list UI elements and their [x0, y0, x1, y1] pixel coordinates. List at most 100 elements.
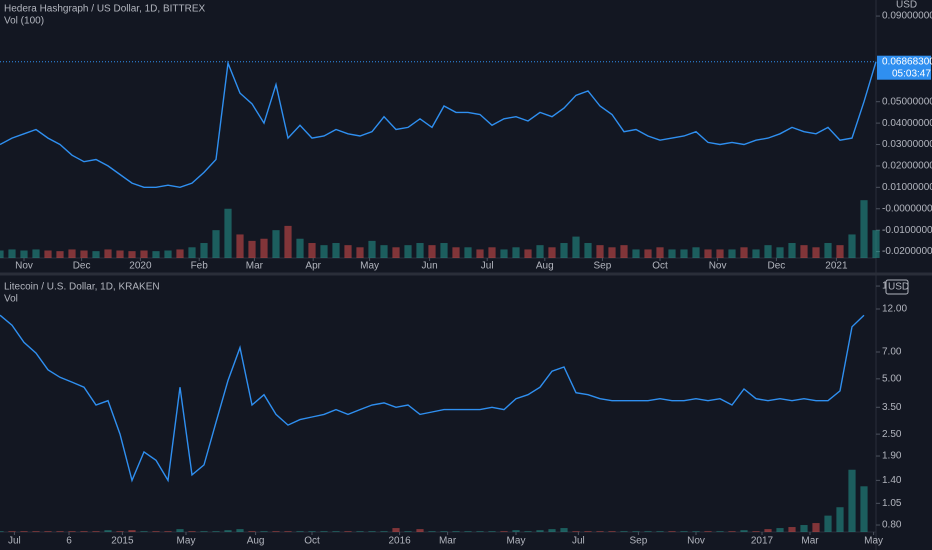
y-tick-label: 1.40 — [882, 475, 902, 486]
chart-title: Hedera Hashgraph / US Dollar, 1D, BITTRE… — [4, 4, 206, 15]
x-tick-label: Feb — [191, 261, 209, 272]
volume-bar — [728, 249, 736, 258]
y-tick-label: -0.02000000 — [882, 246, 932, 257]
x-tick-label: Aug — [247, 536, 265, 547]
y-tick-label: 1.05 — [882, 498, 902, 509]
volume-bar — [812, 523, 820, 532]
y-tick-label: 1 — [882, 281, 888, 292]
volume-bar — [860, 200, 868, 258]
volume-bar — [404, 245, 412, 258]
volume-bar — [164, 531, 172, 532]
volume-bar — [596, 245, 604, 258]
volume-bar — [632, 531, 640, 532]
x-tick-label: May — [177, 536, 196, 547]
x-tick-label: Nov — [15, 261, 33, 272]
volume-bar — [0, 531, 4, 532]
currency: USD — [888, 282, 909, 293]
volume-bar — [272, 531, 280, 532]
volume-bar — [488, 247, 496, 258]
price-line — [0, 314, 865, 483]
x-tick-label: Mar — [439, 536, 457, 547]
volume-bar — [680, 531, 688, 532]
x-tick-label: Apr — [305, 261, 321, 272]
volume-bar — [608, 531, 616, 532]
x-tick-label: Sep — [630, 536, 648, 547]
volume-label: Vol — [4, 294, 18, 305]
volume-bar — [740, 530, 748, 532]
volume-bar — [332, 531, 340, 532]
x-tick-label: 6 — [66, 536, 72, 547]
volume-bar — [356, 247, 364, 258]
volume-bar — [188, 531, 196, 532]
volume-bar — [548, 529, 556, 532]
chart-title: Litecoin / U.S. Dollar, 1D, KRAKEN — [4, 282, 160, 293]
volume-bar — [836, 245, 844, 258]
x-tick-label: Aug — [536, 261, 554, 272]
volume-bar — [224, 208, 232, 258]
volume-bar — [392, 528, 400, 532]
volume-bar — [536, 530, 544, 532]
volume-bar — [104, 249, 112, 258]
x-tick-label: Dec — [73, 261, 91, 272]
volume-bar — [8, 531, 16, 532]
volume-bar — [656, 531, 664, 532]
volume-bar — [452, 247, 460, 258]
volume-bar — [188, 247, 196, 258]
volume-bar — [452, 531, 460, 532]
volume-bar — [212, 230, 220, 258]
volume-bar — [632, 249, 640, 258]
volume-bar — [92, 531, 100, 532]
volume-bar — [440, 243, 448, 258]
y-tick-label: 0.05000000 — [882, 96, 932, 107]
volume-bar — [200, 243, 208, 258]
volume-bar — [224, 530, 232, 532]
volume-bar — [620, 245, 628, 258]
volume-bar — [776, 247, 784, 258]
volume-bar — [176, 529, 184, 532]
volume-bar — [56, 251, 64, 258]
volume-bar — [104, 530, 112, 532]
volume-bar — [44, 250, 52, 258]
volume-bar — [248, 240, 256, 258]
volume-bar — [248, 531, 256, 532]
x-tick-label: 2015 — [111, 536, 134, 547]
y-tick-label: 0.09000000 — [882, 11, 932, 22]
y-tick-label: -0.01000000 — [882, 225, 932, 236]
volume-bar — [200, 531, 208, 532]
volume-bar — [512, 247, 520, 258]
y-tick-label: 0.02000000 — [882, 161, 932, 172]
volume-bar — [260, 238, 268, 258]
volume-bar — [788, 243, 796, 258]
volume-bar — [176, 249, 184, 258]
volume-bar — [152, 251, 160, 258]
x-tick-label: May — [507, 536, 526, 547]
x-tick-label: May — [864, 536, 883, 547]
volume-bar — [116, 250, 124, 258]
volume-bar — [764, 529, 772, 532]
x-tick-label: Dec — [768, 261, 786, 272]
x-tick-label: Nov — [709, 261, 727, 272]
volume-bar — [416, 529, 424, 532]
volume-label: Vol (100) — [4, 16, 44, 27]
volume-bar — [500, 531, 508, 532]
volume-bar — [596, 531, 604, 532]
volume-bar — [476, 531, 484, 532]
volume-bar — [164, 250, 172, 258]
volume-bar — [524, 249, 532, 258]
volume-bar — [56, 531, 64, 532]
x-tick-label: 2021 — [825, 261, 848, 272]
volume-bar — [692, 531, 700, 532]
volume-bar — [308, 243, 316, 258]
y-tick-label: 7.00 — [882, 347, 902, 358]
volume-bar — [644, 249, 652, 258]
volume-bar — [704, 249, 712, 258]
price-tag: 0.06868300 — [882, 56, 932, 67]
volume-bar — [308, 531, 316, 532]
x-tick-label: May — [360, 261, 379, 272]
volume-bar — [272, 230, 280, 258]
volume-bar — [296, 238, 304, 258]
volume-bar — [236, 529, 244, 532]
volume-bar — [716, 249, 724, 258]
volume-bar — [824, 515, 832, 532]
